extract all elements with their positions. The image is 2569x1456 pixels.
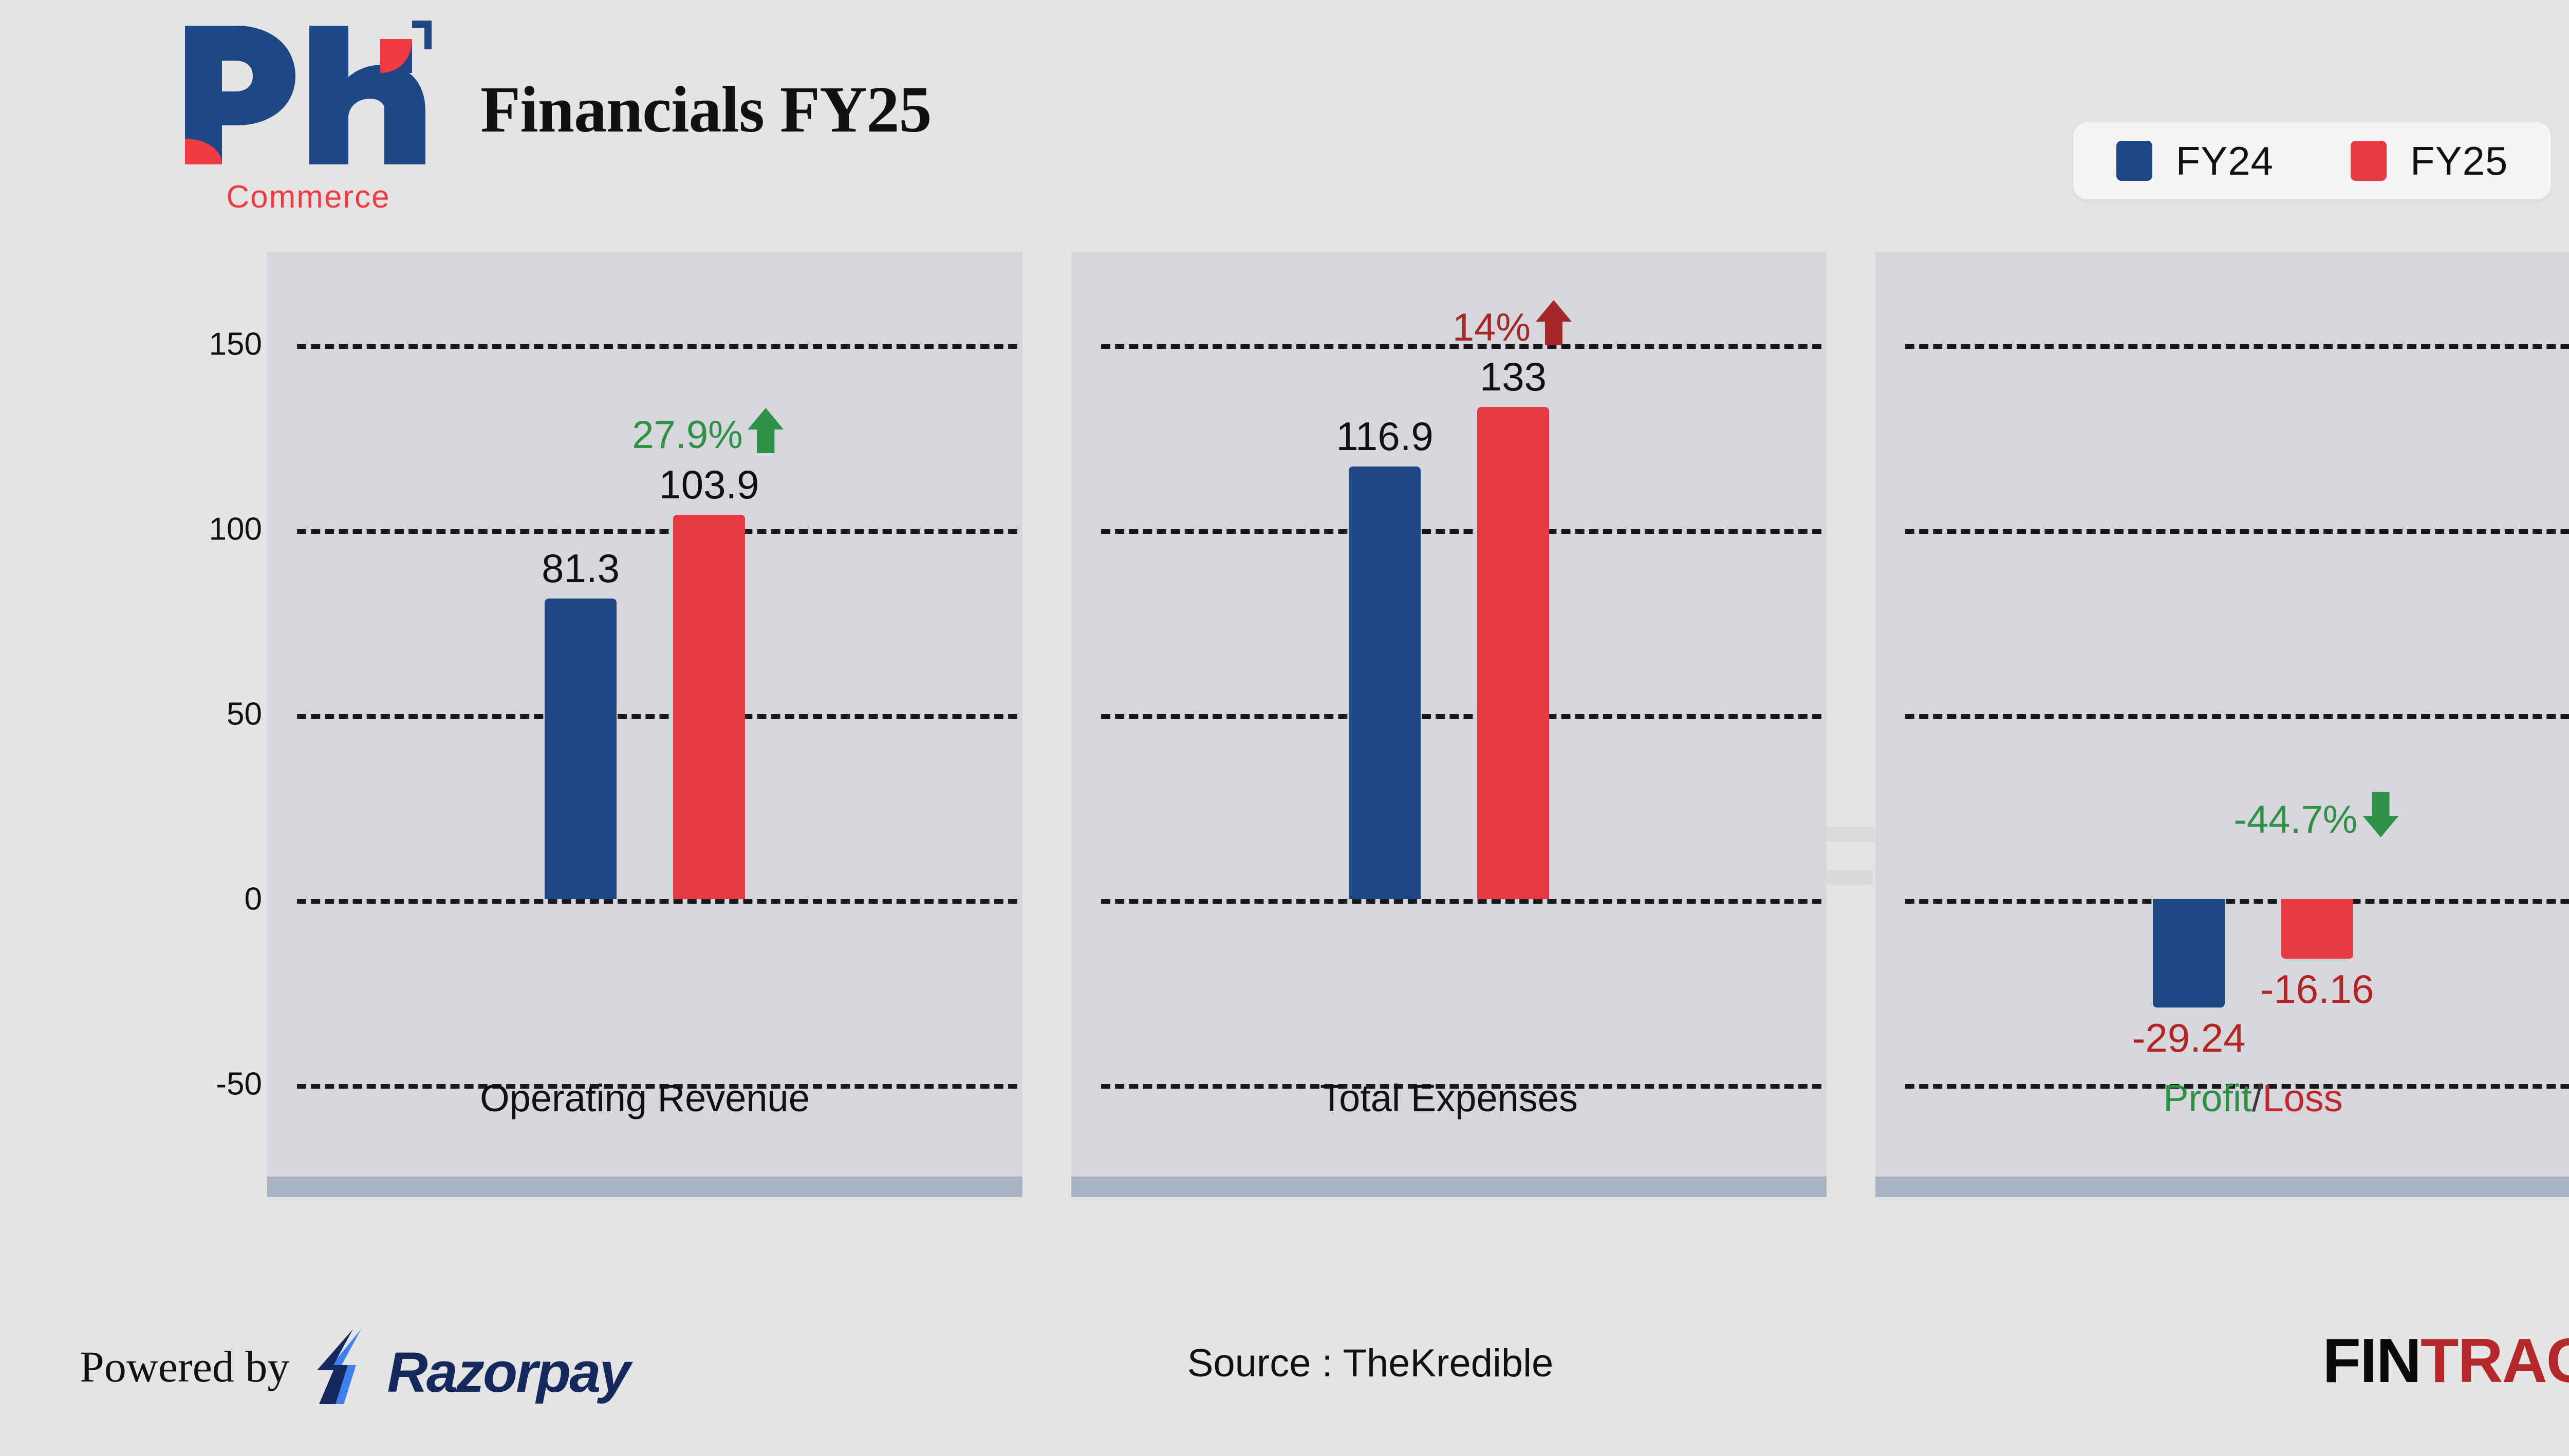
fintrackr-fin: FIN — [2322, 1326, 2422, 1395]
gridline — [297, 1084, 1017, 1089]
chart-panel-3: -29.24 -16.16 -44.7% Profit/Loss — [1875, 252, 2569, 1197]
category-label-part: Loss — [2262, 1077, 2343, 1119]
gridline — [1101, 344, 1821, 349]
gridline — [1905, 714, 2569, 719]
category-label-part: Profit — [2163, 1077, 2252, 1119]
panel-plot: 116.9 133 14% Total Expenses — [1071, 252, 1827, 1177]
chart-panel-1: 81.3 103.9 27.9% Operating Revenue — [267, 252, 1022, 1197]
arrow-up-icon — [746, 407, 786, 463]
legend-label: FY24 — [2175, 138, 2274, 183]
phi-commerce-logo: Commerce — [175, 15, 442, 216]
bar-value-label: 133 — [1479, 354, 1547, 400]
gridline — [1101, 1084, 1821, 1089]
gridline — [1905, 1084, 2569, 1089]
page-title: Financials FY25 — [480, 73, 932, 146]
growth-annotation-text: 14% — [1452, 305, 1531, 349]
gridline — [297, 714, 1017, 719]
razorpay-wordmark: Razorpay — [387, 1341, 630, 1404]
fintrackr-trackr: TRACKR — [2420, 1326, 2569, 1395]
bar-value-label: 103.9 — [659, 461, 759, 507]
gridline — [297, 529, 1017, 534]
legend-item-fy25[interactable]: FY25 — [2351, 138, 2508, 184]
gridline — [1101, 899, 1821, 904]
square-swatch-icon — [2116, 141, 2152, 181]
gridline — [297, 899, 1017, 904]
bar-fy24-2[interactable] — [1349, 466, 1421, 899]
phi-logo-icon — [185, 21, 432, 164]
brand-subtitle: Commerce — [226, 179, 390, 215]
powered-by-block: Powered by Razorpay — [80, 1328, 631, 1405]
bar-value-label: 81.3 — [542, 545, 620, 591]
gridline — [1905, 344, 2569, 349]
category-label: Profit/Loss — [1875, 1076, 2569, 1120]
category-label-part: Operating Revenue — [480, 1077, 810, 1119]
gridline — [1905, 899, 2569, 904]
growth-annotation: -44.7% — [2234, 791, 2401, 848]
bar-value-label: -29.24 — [2132, 1015, 2246, 1060]
growth-annotation: 14% — [1453, 299, 1574, 356]
growth-annotation-text: -44.7% — [2233, 797, 2358, 842]
y-axis-tick-label: -50 — [216, 1066, 262, 1102]
legend-label: FY25 — [2410, 138, 2508, 183]
chart-legend: FY24 FY25 — [2073, 122, 2551, 199]
y-axis-tick-label: 150 — [209, 326, 262, 362]
bar-fy25-1[interactable] — [673, 514, 745, 899]
gridline — [1101, 714, 1821, 719]
arrow-down-icon — [2360, 791, 2400, 848]
panel-plot: -29.24 -16.16 -44.7% Profit/Loss — [1875, 252, 2569, 1177]
bar-value-label: -16.16 — [2260, 966, 2374, 1012]
fintrackr-logo: FINTRACKR — [2322, 1324, 2569, 1396]
growth-annotation: 27.9% — [632, 407, 786, 463]
y-axis-tick-label: 100 — [209, 511, 262, 547]
panel-footer-bar — [1071, 1177, 1827, 1197]
razorpay-logo: Razorpay — [312, 1328, 631, 1405]
gridline — [1101, 529, 1821, 534]
y-axis-tick-label: 0 — [244, 881, 262, 917]
y-axis-tick-label: 50 — [227, 696, 262, 732]
bar-fy25-3[interactable] — [2281, 899, 2353, 959]
panel-footer-bar — [1875, 1177, 2569, 1197]
category-label-part: Total Expenses — [1320, 1077, 1578, 1119]
bar-fy24-3[interactable] — [2153, 899, 2225, 1007]
square-swatch-icon — [2351, 141, 2387, 181]
arrow-up-icon — [1534, 299, 1574, 356]
panel-footer-bar — [267, 1177, 1022, 1197]
bar-fy24-1[interactable] — [545, 598, 617, 899]
bar-fy25-2[interactable] — [1477, 407, 1549, 899]
legend-item-fy24[interactable]: FY24 — [2116, 138, 2274, 184]
category-label: Operating Revenue — [267, 1076, 1022, 1120]
panel-plot: 81.3 103.9 27.9% Operating Revenue — [267, 252, 1022, 1177]
source-label: Source : TheKredible — [1187, 1341, 1554, 1385]
growth-annotation-text: 27.9% — [632, 413, 743, 457]
bar-value-label: 116.9 — [1336, 414, 1434, 459]
powered-by-label: Powered by — [80, 1342, 290, 1391]
category-label: Total Expenses — [1071, 1076, 1827, 1120]
chart-panel-2: 116.9 133 14% Total Expenses — [1071, 252, 1827, 1197]
gridline — [297, 344, 1017, 349]
razorpay-mark-icon — [317, 1329, 362, 1404]
gridline — [1905, 529, 2569, 534]
category-label-part: / — [2251, 1077, 2263, 1119]
